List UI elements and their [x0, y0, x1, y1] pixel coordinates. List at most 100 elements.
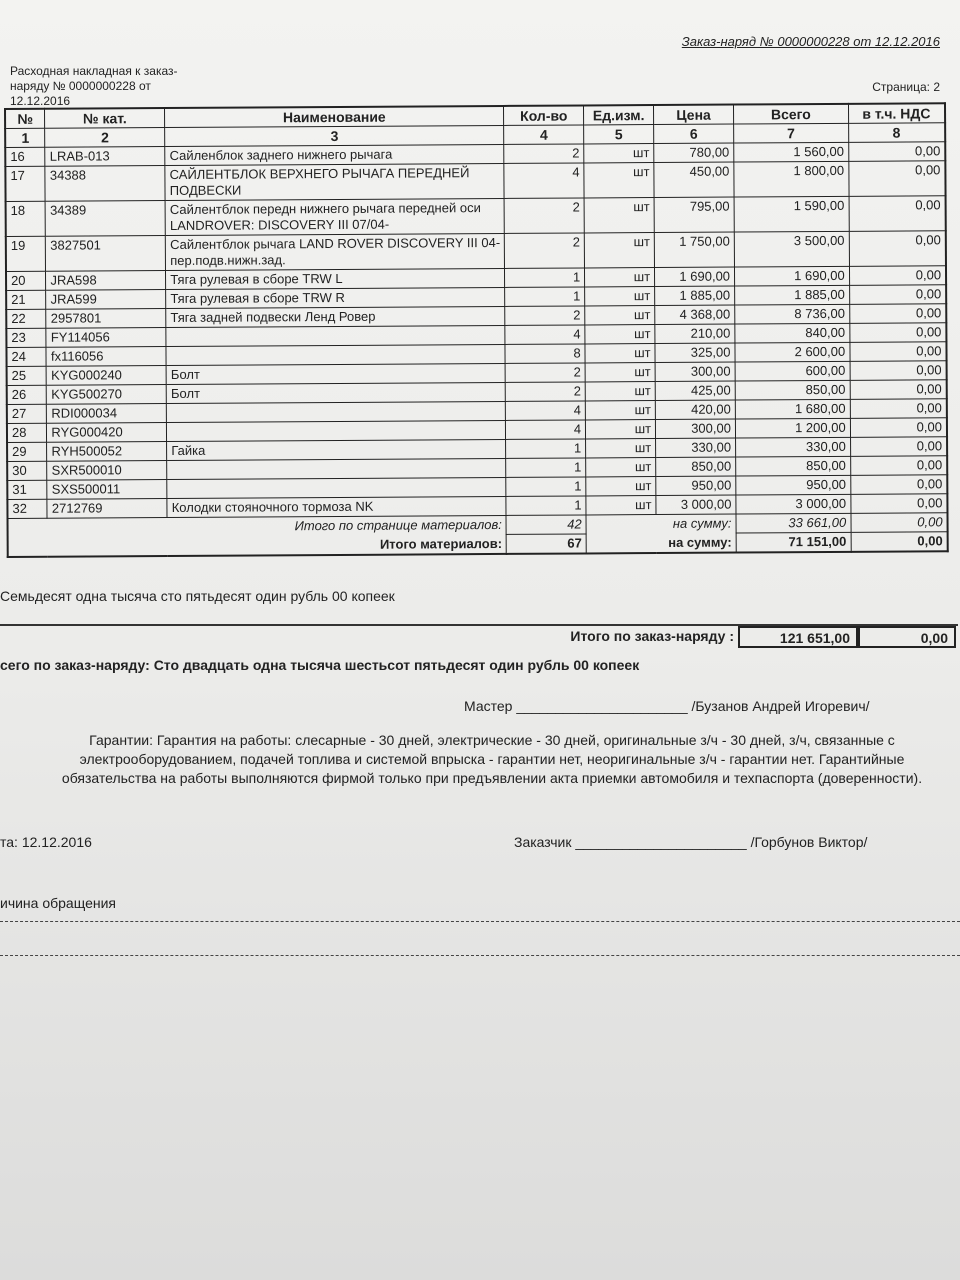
item-name [166, 458, 507, 480]
column-header: № [5, 108, 46, 129]
item-name: Болт [166, 382, 506, 404]
catalog-number: RYH500052 [46, 441, 167, 462]
catalog-number: RYG000420 [46, 422, 167, 443]
column-header: Всего [733, 103, 849, 125]
unit: шт [585, 381, 656, 401]
unit: шт [584, 162, 655, 198]
vat: 0,00 [850, 474, 948, 495]
unit: шт [584, 197, 655, 233]
item-name: Тяга рулевая в сборе TRW L [165, 268, 505, 290]
price: 3 000,00 [655, 495, 736, 515]
catalog-number: SXR500010 [47, 460, 168, 481]
total: 1 560,00 [733, 142, 849, 163]
column-number: 3 [164, 125, 505, 147]
row-number: 25 [6, 366, 47, 386]
customer-signature: Заказчик ______________________ /Горбуно… [514, 834, 868, 850]
price: 780,00 [653, 143, 734, 163]
quantity: 4 [504, 162, 585, 199]
catalog-number: 34389 [45, 200, 166, 237]
row-number: 26 [6, 385, 47, 405]
materials-total-words: Семьдесят одна тысяча сто пятьдесят один… [0, 588, 395, 604]
grand-total-label: Итого по заказ-наряду : [570, 628, 734, 644]
total: 330,00 [735, 437, 851, 458]
unit: шт [584, 324, 656, 344]
row-number: 24 [6, 347, 47, 367]
visit-reason-label: ичина обращения [0, 895, 116, 911]
row-number: 29 [7, 442, 48, 462]
catalog-number: 34388 [45, 165, 166, 202]
vat: 0,00 [850, 493, 948, 514]
item-name: Гайка [166, 439, 506, 461]
grand-total-vat: 0,00 [858, 626, 956, 648]
total: 1 590,00 [734, 196, 849, 233]
row-number: 21 [6, 290, 47, 310]
grand-total-words: сего по заказ-наряду: Сто двадцать одна … [0, 657, 640, 673]
vat: 0,00 [849, 360, 947, 381]
materials-total-qty: 67 [506, 533, 587, 554]
column-number: 7 [733, 123, 849, 144]
row-number: 18 [5, 201, 46, 237]
unit: шт [585, 400, 656, 420]
materials-total-sum: 71 151,00 [736, 532, 851, 553]
total: 600,00 [735, 361, 850, 382]
unit: шт [584, 267, 655, 287]
column-header: Цена [653, 104, 734, 125]
quantity: 1 [506, 495, 587, 516]
catalog-number: 2957801 [46, 308, 167, 329]
price: 325,00 [655, 343, 736, 363]
price: 950,00 [655, 476, 736, 496]
row-number: 22 [6, 309, 47, 329]
column-header: № кат. [44, 108, 165, 129]
item-name: Сайлентблок передн нижнего рычага передн… [165, 198, 505, 236]
quantity: 2 [504, 232, 585, 269]
price: 425,00 [655, 381, 736, 401]
item-name [166, 344, 506, 366]
price: 1 885,00 [654, 286, 735, 306]
unit: шт [583, 143, 654, 163]
unit: шт [586, 495, 657, 515]
total: 1 800,00 [733, 161, 849, 198]
price: 300,00 [655, 419, 736, 439]
price: 850,00 [655, 457, 736, 477]
materials-total-vat: 0,00 [850, 531, 948, 552]
quantity: 2 [504, 143, 585, 164]
materials-table: № № кат. Наименование Кол-во Ед.изм. Цена Всег… [4, 102, 949, 558]
price: 330,00 [655, 438, 736, 458]
total: 840,00 [734, 323, 850, 344]
vat: 0,00 [850, 455, 948, 476]
price: 1 750,00 [654, 232, 735, 268]
materials-total-label: Итого материалов: [379, 535, 503, 552]
unit: шт [585, 362, 656, 382]
total: 2 600,00 [734, 342, 850, 363]
vat: 0,00 [850, 436, 948, 457]
catalog-number: RDI000034 [46, 403, 167, 424]
price: 300,00 [655, 362, 736, 382]
quantity: 1 [505, 438, 586, 459]
catalog-number: SXS500011 [47, 479, 168, 500]
price: 1 690,00 [654, 267, 735, 287]
row-number: 30 [7, 461, 48, 481]
catalog-number: JRA599 [46, 289, 166, 310]
master-signature: Мастер ______________________ /Бузанов А… [464, 698, 870, 714]
quantity: 2 [505, 305, 585, 326]
row-number: 28 [6, 423, 47, 443]
unit: шт [584, 232, 655, 268]
unit: шт [585, 476, 656, 496]
materials-total-sum-label: на сумму: [668, 534, 732, 550]
row-number: 16 [5, 147, 46, 167]
page-total-sum-label: на сумму: [672, 515, 732, 531]
item-name: Сайленблок заднего нижнего рычага [164, 144, 505, 166]
row-number: 20 [5, 271, 47, 291]
page-total-sum: 33 661,00 [735, 513, 851, 534]
vat: 0,00 [849, 341, 947, 362]
item-name: Колодки стояночного тормоза NK [167, 496, 507, 518]
vat: 0,00 [849, 265, 947, 286]
quantity: 1 [506, 476, 587, 497]
total: 950,00 [735, 475, 851, 496]
item-name [166, 420, 506, 442]
vat: 0,00 [848, 141, 946, 162]
vat: 0,00 [848, 230, 946, 267]
item-name: Болт [166, 363, 506, 385]
row-number: 32 [7, 499, 48, 519]
item-name: Тяга рулевая в сборе TRW R [165, 287, 506, 309]
